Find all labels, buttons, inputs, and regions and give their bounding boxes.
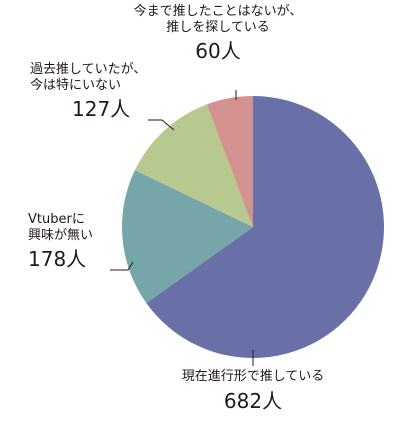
slice-label-current-name: 現在進行形で推している (181, 369, 325, 384)
slice-label-not-interested-line2: 興味が無い (28, 228, 94, 244)
leader-line-not-interested (110, 261, 134, 271)
slice-label-past: 過去推していたが、 今は特にいない 127人 (30, 62, 170, 122)
slice-label-current-value: 682人 (223, 389, 283, 414)
slice-label-not-interested-value: 178人 (28, 246, 87, 271)
pie-slice-current (146, 96, 385, 358)
slice-label-not-interested: Vtuberに 興味が無い 178人 (28, 212, 128, 272)
slice-label-past-line2: 今は特にいない (30, 78, 122, 94)
slice-label-past-value: 127人 (72, 96, 131, 121)
leader-line-past (148, 119, 175, 131)
slice-label-past-line1: 過去推していたが、 (30, 62, 147, 77)
slice-label-searching-line2: 推しを探している (166, 20, 270, 36)
slice-label-not-interested-line1: Vtuberに (28, 212, 85, 227)
slice-label-searching-value: 60人 (195, 38, 241, 63)
slice-label-current: 現在進行形で推している 682人 (148, 369, 358, 414)
slice-label-searching: 今まで推したことはないが、 推しを探している 60人 (118, 4, 318, 64)
slice-label-searching-line1: 今まで推したことはないが、 (133, 4, 303, 19)
pie-slice-searching (206, 96, 253, 227)
pie-slice-not-interested (121, 170, 254, 304)
pie-slice-past (134, 104, 253, 227)
